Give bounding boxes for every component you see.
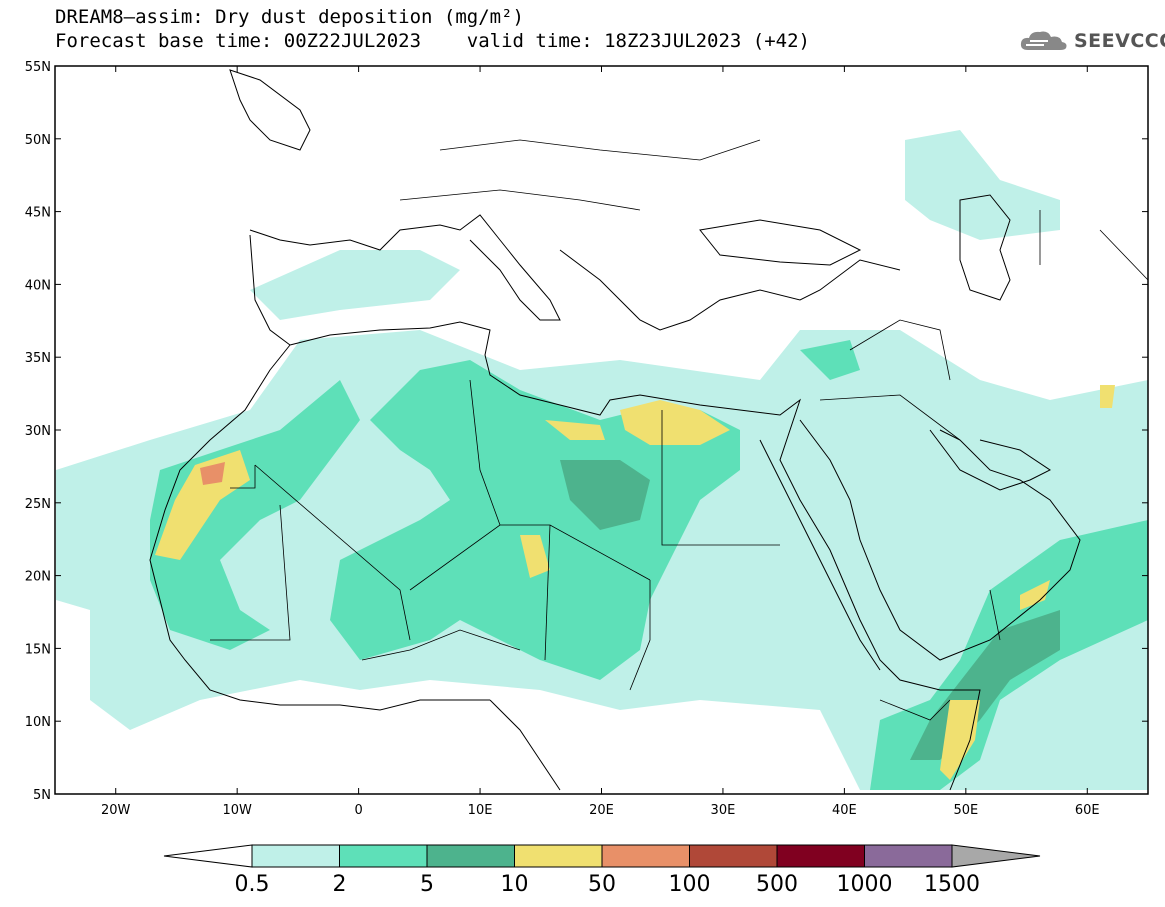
cloud-icon [1020, 31, 1067, 50]
border-segment [409, 524, 651, 591]
dust-field-yellow-chad [520, 535, 550, 578]
lat-tick-label: 5N [33, 788, 51, 803]
lon-tick-label: 20W [101, 803, 131, 818]
logo-text: SEEVCCC [1074, 30, 1165, 52]
lon-tick-label: 30E [711, 803, 736, 818]
coast-guinea [489, 699, 561, 791]
lon-tick-label: 0 [354, 803, 362, 818]
lon-tick-label: 50E [953, 803, 978, 818]
coast-arabia [799, 419, 1081, 661]
colorbar-swatch [864, 844, 953, 868]
dust-field-green-levant [800, 340, 860, 380]
border-segment [399, 189, 641, 211]
lat-tick-label: 25N [25, 497, 51, 512]
lon-tick-label: 10E [468, 803, 493, 818]
colorbar-swatch [776, 844, 865, 868]
forecast-time-line: Forecast base time: 00Z22JUL2023 valid t… [55, 30, 810, 52]
coast-blacksea [699, 219, 862, 266]
border-segment [879, 699, 951, 721]
border-segment [849, 319, 951, 381]
colorbar-level-label: 1500 [924, 872, 980, 897]
border-segment [230, 465, 256, 489]
colorbar-level-label: 50 [588, 872, 616, 897]
border-segment [661, 410, 780, 546]
border-segment [544, 524, 551, 661]
dust-field-yellow-morocco [155, 450, 250, 560]
colorbar-level-label: 100 [669, 872, 711, 897]
border-segment [254, 464, 411, 641]
country-borders [210, 139, 1149, 721]
border-segment [629, 580, 651, 691]
colorbar-swatch [251, 844, 340, 868]
coast-africa [289, 321, 981, 791]
colorbar-level-label: 0.5 [235, 872, 270, 897]
border-segment [361, 629, 521, 661]
colorbar-swatch [514, 844, 603, 868]
map-ticks: 55N 50N 45N 40N 35N 30N 25N 20N 15N 10N 5N 20W 10W 0 1… [25, 60, 1148, 818]
colorbar-upper-extend [951, 844, 1041, 868]
colorbar-level-label: 2 [333, 872, 347, 897]
coastlines [149, 69, 1081, 791]
colorbar-level-label: 1000 [837, 872, 893, 897]
dust-field-yellow-oman [1020, 580, 1050, 610]
colorbar-swatch [339, 844, 428, 868]
border-segment [819, 394, 961, 441]
lon-tick-label: 60E [1075, 803, 1100, 818]
dust-field-dark-center [560, 460, 650, 530]
coast-west-africa [149, 344, 490, 711]
coast-britain [229, 69, 311, 151]
lon-tick-label: 10W [222, 803, 252, 818]
dust-field-light-north [250, 250, 460, 320]
lat-tick-label: 40N [25, 278, 51, 293]
border-segment [1099, 229, 1149, 281]
dust-field-green-center [330, 360, 740, 680]
dust-field-yellow-tunisia [545, 420, 605, 440]
lat-tick-label: 20N [25, 570, 51, 585]
lat-tick-label: 55N [25, 60, 51, 75]
seevccc-logo: SEEVCCC [1018, 28, 1165, 54]
coast-europe [249, 214, 901, 331]
dust-field-yellow-somalia [940, 700, 980, 780]
map-plot-area: 55N 50N 45N 40N 35N 30N 25N 20N 15N 10N 5N 20W 10W 0 1… [25, 60, 1149, 818]
dust-field-yellow-iran [1100, 385, 1115, 408]
lat-tick-label: 30N [25, 424, 51, 439]
lon-tick-label: 20E [589, 803, 614, 818]
coast-redsea [759, 439, 881, 671]
colorbar-swatch [601, 844, 690, 868]
border-segment [989, 589, 1001, 641]
dust-field-light-caspian [905, 130, 1060, 240]
lon-tick-label: 40E [832, 803, 857, 818]
dust-field-orange-morocco [200, 462, 225, 485]
colorbar-lower-extend [163, 844, 253, 868]
lat-tick-label: 35N [25, 351, 51, 366]
dust-field-green-west [150, 380, 360, 650]
colorbar-swatch [426, 844, 515, 868]
dust-field-yellow-libya [620, 400, 730, 445]
dust-deposition-fields [56, 130, 1148, 790]
border-segment [439, 139, 761, 161]
coast-iberia [249, 234, 291, 346]
lat-tick-label: 45N [25, 206, 51, 221]
coast-gulf [929, 429, 1051, 491]
map-title: DREAM8–assim: Dry dust deposition (mg/m²… [55, 6, 524, 28]
border-segment [210, 504, 291, 641]
colorbar-level-label: 5 [420, 872, 434, 897]
lat-tick-label: 15N [25, 642, 51, 657]
coast-caspian [959, 194, 1011, 301]
colorbar-level-label: 10 [501, 872, 529, 897]
lat-tick-label: 50N [25, 133, 51, 148]
colorbar-swatch [689, 844, 778, 868]
border-segment [469, 379, 501, 526]
colorbar: 0.5 2 5 10 50 100 500 1000 1500 [163, 844, 1041, 897]
colorbar-level-label: 500 [756, 872, 798, 897]
lat-tick-label: 10N [25, 715, 51, 730]
